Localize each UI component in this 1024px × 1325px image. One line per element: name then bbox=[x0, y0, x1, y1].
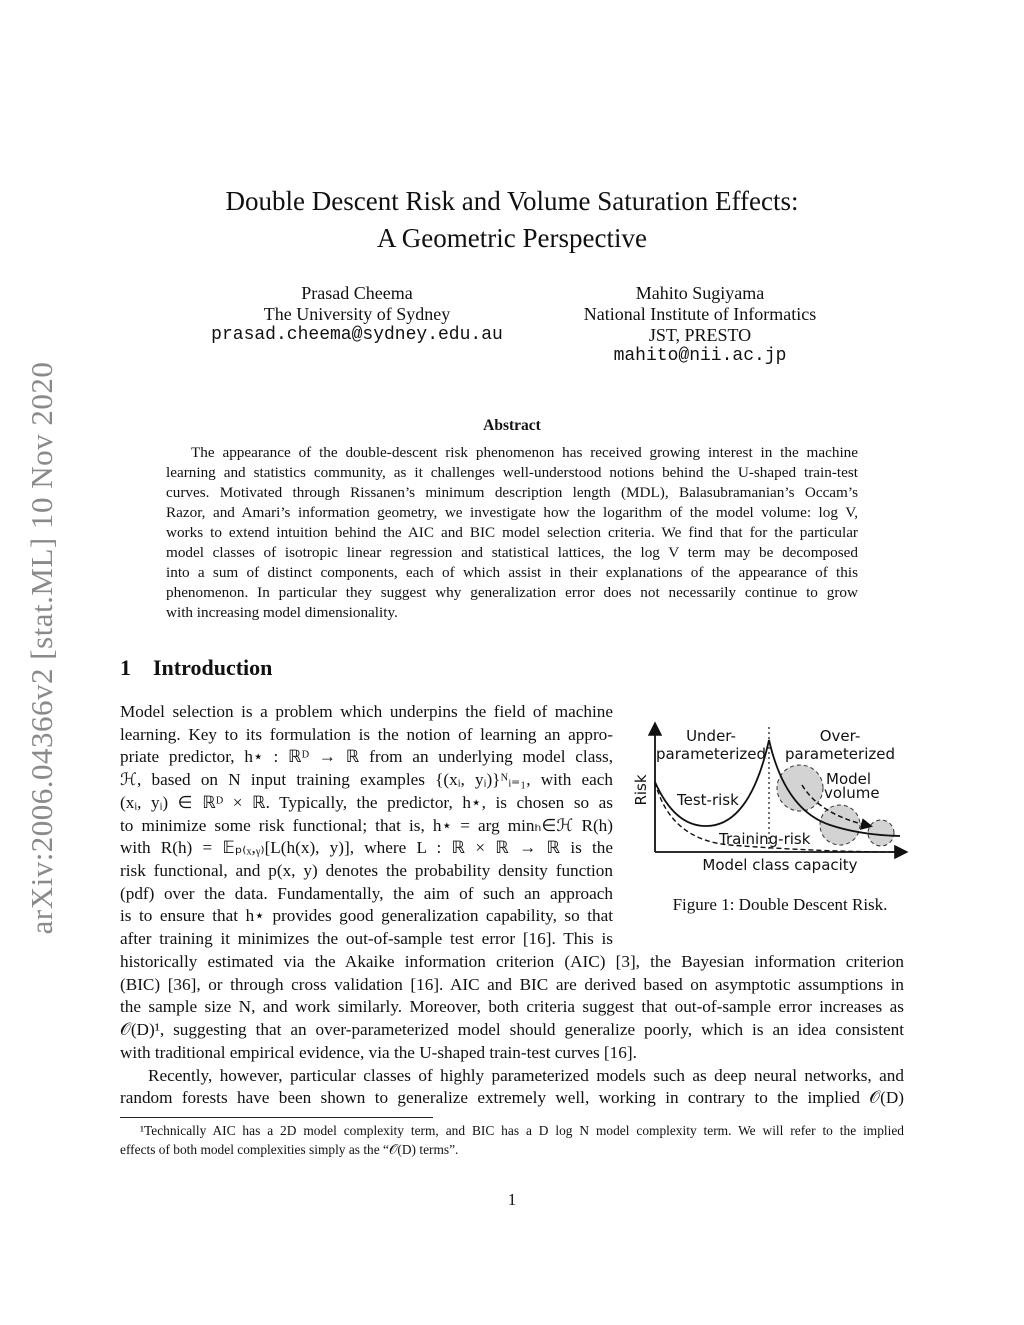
text-line: after training it minimizes the out-of-s… bbox=[120, 929, 613, 948]
text-line: risk functional, and p(x, y) denotes the… bbox=[120, 860, 613, 880]
label-training-risk: Training-risk bbox=[718, 830, 811, 848]
author-name: Mahito Sugiyama bbox=[635, 283, 765, 303]
text-line: with R(h) = 𝔼ₚ₍ₓ,ᵧ₎[L(h(x), y)], where L… bbox=[120, 838, 613, 858]
author-2: Mahito Sugiyama National Institute of In… bbox=[550, 283, 850, 366]
text-line: (xᵢ, yᵢ) ∈ ℝᴰ × ℝ. Typically, the predic… bbox=[120, 792, 613, 812]
paper-title-line-2: A Geometric Perspective bbox=[377, 223, 647, 253]
label-over: Over- bbox=[820, 727, 861, 745]
text-line: curves. Motivated through Rissanen’s min… bbox=[166, 484, 858, 501]
text-line: with traditional empirical evidence, via… bbox=[120, 1042, 637, 1062]
x-axis-label: Model class capacity bbox=[702, 856, 857, 874]
author-email: prasad.cheema@sydney.edu.au bbox=[211, 325, 503, 345]
label-test-risk: Test-risk bbox=[676, 791, 739, 809]
label-under-2: parameterized bbox=[656, 745, 766, 763]
author-affiliation: National Institute of Informatics bbox=[583, 304, 817, 324]
author-affiliation: The University of Sydney bbox=[263, 304, 451, 324]
double-descent-figure: Under- parameterized Over- parameterized… bbox=[632, 721, 909, 874]
model-volume-circle bbox=[776, 764, 824, 812]
text-line: The appearance of the double-descent ris… bbox=[191, 444, 858, 461]
text-line: learning and statistics community, as it… bbox=[166, 464, 858, 481]
section-number: 1 bbox=[120, 655, 131, 680]
test-risk-curve bbox=[654, 739, 901, 837]
text-line: 𝒪(D)¹, suggesting that an over-parameter… bbox=[120, 1020, 904, 1040]
text-line: to minimize some risk functional; that i… bbox=[120, 815, 613, 835]
text-line: works to extend intuition behind the AIC… bbox=[166, 524, 858, 541]
author-name: Prasad Cheema bbox=[301, 283, 413, 303]
label-model-volume: Model bbox=[826, 770, 871, 788]
model-volume-circle bbox=[819, 804, 861, 846]
text-line: historically estimated via the Akaike in… bbox=[120, 952, 904, 971]
footnote-rule bbox=[120, 1117, 433, 1118]
text-line: with increasing model dimensionality. bbox=[166, 604, 398, 621]
text-line: is to ensure that h⋆ provides good gener… bbox=[120, 906, 613, 926]
text-line: into a sum of distinct components, each … bbox=[166, 564, 858, 581]
figure-caption: Figure 1: Double Descent Risk. bbox=[672, 895, 888, 914]
paper-title-line-1: Double Descent Risk and Volume Saturatio… bbox=[225, 186, 799, 216]
text-line: (BIC) [36], or through cross validation … bbox=[120, 974, 904, 994]
text-line: Model selection is a problem which under… bbox=[120, 702, 613, 721]
y-axis-label: Risk bbox=[632, 774, 650, 805]
author-1: Prasad Cheema The University of Sydney p… bbox=[157, 283, 557, 345]
text-line: ℋ, based on N input training examples {(… bbox=[120, 770, 613, 790]
text-line: model classes of isotropic linear regres… bbox=[166, 544, 858, 561]
text-line: effects of both model complexities simpl… bbox=[120, 1142, 459, 1157]
arxiv-id: arXiv:2006.04366v2 [stat.ML] 10 Nov 2020 bbox=[24, 361, 59, 935]
label-under: Under- bbox=[686, 727, 736, 745]
text-line: ¹Technically AIC has a 2D model complexi… bbox=[140, 1123, 904, 1138]
volume-shrink-arrow bbox=[801, 784, 873, 830]
author-affiliation: JST, PRESTO bbox=[648, 325, 752, 345]
text-line: learning. Key to its formulation is the … bbox=[120, 724, 613, 744]
label-model-volume-2: volume bbox=[824, 784, 880, 802]
author-email: mahito@nii.ac.jp bbox=[613, 346, 787, 366]
text-line: random forests have been shown to genera… bbox=[120, 1088, 904, 1108]
section-heading: 1 Introduction bbox=[120, 655, 272, 681]
section-title: Introduction bbox=[153, 655, 273, 680]
text-line: Recently, however, particular classes of… bbox=[148, 1065, 904, 1085]
text-line: (pdf) over the data. Fundamentally, the … bbox=[120, 883, 613, 903]
label-over-2: parameterized bbox=[785, 745, 895, 763]
abstract-heading: Abstract bbox=[483, 417, 541, 434]
text-line: phenomenon. In particular they suggest w… bbox=[166, 584, 858, 601]
text-line: Razor, and Amari’s information geometry,… bbox=[166, 504, 858, 521]
model-volume-circle bbox=[867, 819, 895, 847]
text-line: the sample size N, and work similarly. M… bbox=[120, 997, 904, 1017]
text-line: priate predictor, h⋆ : ℝᴰ → ℝ from an un… bbox=[120, 747, 613, 767]
page-number: 1 bbox=[507, 1190, 517, 1209]
